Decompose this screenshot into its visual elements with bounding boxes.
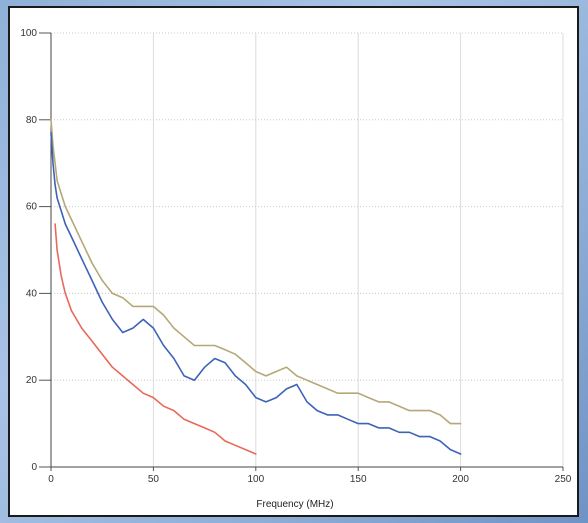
series-layer bbox=[50, 119, 462, 455]
y-tick-label: 40 bbox=[26, 288, 38, 299]
label-layer: 0 50 100 150 200 250 0 20 40 60 80 100 Frequency (MH… bbox=[20, 28, 571, 510]
axis-layer bbox=[39, 32, 564, 471]
x-tick-label: 150 bbox=[350, 474, 367, 485]
x-axis-title: Frequency (MHz) bbox=[256, 499, 333, 510]
series-line-3 bbox=[54, 223, 257, 455]
chart-frame: 0 50 100 150 200 250 0 20 40 60 80 100 Frequency (MH… bbox=[8, 6, 579, 517]
y-tick-label: 20 bbox=[26, 375, 38, 386]
x-tick-label: 200 bbox=[452, 474, 469, 485]
x-tick-label: 100 bbox=[247, 474, 264, 485]
y-tick-label: 0 bbox=[31, 462, 37, 473]
y-tick-label: 60 bbox=[26, 202, 38, 213]
y-tick-label: 100 bbox=[20, 28, 37, 39]
series-line-1 bbox=[50, 119, 462, 425]
x-tick-label: 250 bbox=[555, 474, 572, 485]
x-tick-label: 50 bbox=[148, 474, 160, 485]
y-tick-label: 80 bbox=[26, 115, 38, 126]
series-line-2 bbox=[50, 132, 462, 455]
chart-svg: 0 50 100 150 200 250 0 20 40 60 80 100 Frequency (MH… bbox=[20, 28, 571, 510]
x-tick-label: 0 bbox=[48, 474, 54, 485]
